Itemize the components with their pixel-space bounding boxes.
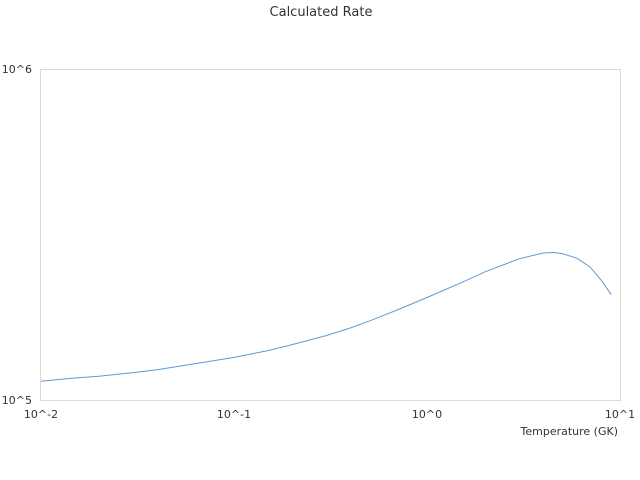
- x-tick-labels: 10^-2 10^-1 10^0 10^1: [24, 408, 635, 421]
- x-tick-label: 10^0: [412, 408, 442, 421]
- y-tick-labels: 10^5 10^6: [2, 63, 32, 407]
- series-group: [40, 251, 612, 382]
- y-tick-label: 10^5: [2, 394, 32, 407]
- plot-area: [40, 69, 621, 401]
- x-tick-label: 10^-2: [24, 408, 58, 421]
- y-tick-label: 10^6: [2, 63, 32, 76]
- x-tick-label: 10^-1: [217, 408, 251, 421]
- series-line: [40, 251, 612, 382]
- x-axis-label: Temperature (GK): [520, 425, 619, 438]
- chart-title: Calculated Rate: [270, 5, 373, 20]
- x-tick-label: 10^1: [605, 408, 635, 421]
